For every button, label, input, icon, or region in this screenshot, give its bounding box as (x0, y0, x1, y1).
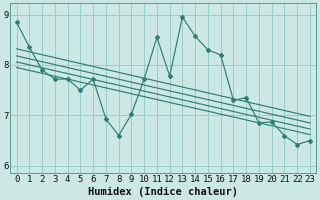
X-axis label: Humidex (Indice chaleur): Humidex (Indice chaleur) (88, 186, 238, 197)
